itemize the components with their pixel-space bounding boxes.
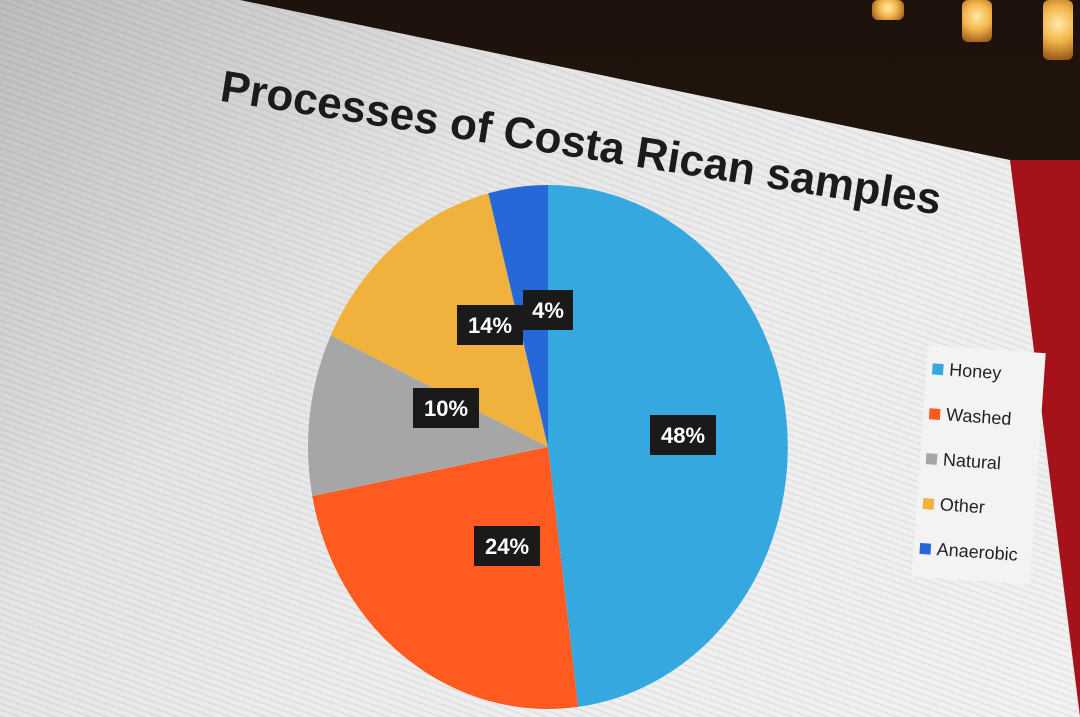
legend-label: Washed <box>945 403 1013 429</box>
lantern-middle <box>962 0 992 42</box>
pie-slice-washed <box>312 447 579 709</box>
legend-swatch <box>925 452 938 465</box>
legend-item-other: Other <box>922 490 986 520</box>
data-label-text: 48% <box>661 423 705 448</box>
data-label-box <box>650 415 716 455</box>
legend-item-anaerobic: Anaerobic <box>919 535 1019 568</box>
legend-label: Natural <box>942 448 1002 473</box>
data-label-text: 14% <box>468 313 512 338</box>
data-label-honey: 48% <box>650 415 716 455</box>
data-label-text: 24% <box>485 534 529 559</box>
data-label-other: 14% <box>457 305 523 345</box>
pie-labels: 48% 24% 10% 14% 4% <box>413 290 716 566</box>
data-label-washed: 24% <box>474 526 540 566</box>
lantern-right <box>1043 0 1073 60</box>
data-label-box <box>474 526 540 566</box>
legend-swatch <box>931 362 944 375</box>
data-label-anaerobic: 4% <box>523 290 573 330</box>
data-label-box <box>457 305 523 345</box>
legend-item-natural: Natural <box>925 445 1002 476</box>
legend-label: Other <box>939 493 986 517</box>
legend-label: Anaerobic <box>936 538 1019 565</box>
legend-label: Honey <box>948 359 1002 383</box>
legend-swatch <box>919 542 932 555</box>
data-label-text: 4% <box>532 298 564 323</box>
data-label-box <box>413 388 479 428</box>
data-label-natural: 10% <box>413 388 479 428</box>
data-label-box <box>523 290 573 330</box>
lantern-left <box>872 0 904 20</box>
legend-swatch <box>928 407 941 420</box>
pie-slice-other <box>330 193 548 447</box>
data-label-text: 10% <box>424 396 468 421</box>
legend-swatch <box>922 497 935 510</box>
legend: Honey Washed Natural Other Anaerobic <box>911 345 1046 585</box>
legend-item-honey: Honey <box>931 355 1002 386</box>
legend-item-washed: Washed <box>928 400 1012 432</box>
